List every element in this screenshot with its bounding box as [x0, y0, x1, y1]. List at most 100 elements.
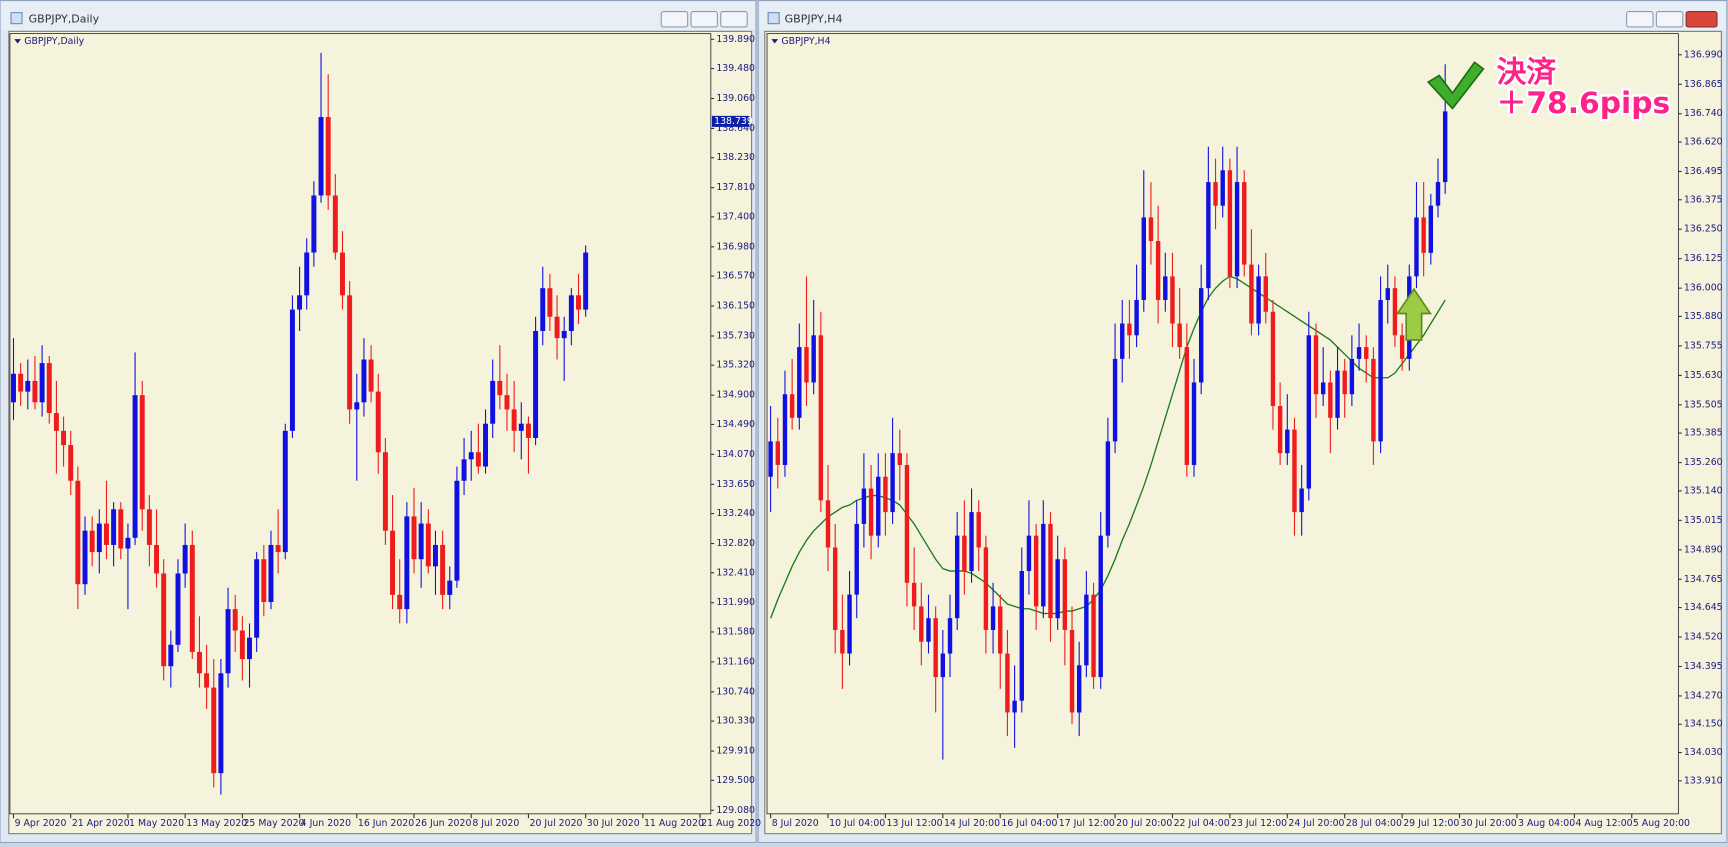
candle-body [1206, 182, 1211, 289]
candle-body [1134, 299, 1139, 336]
y-tick-label: 135.755 [1684, 340, 1723, 351]
candle-body [904, 464, 910, 583]
candle-body [332, 195, 338, 253]
candle-body [418, 523, 424, 560]
candle-body [1098, 535, 1103, 678]
candle-body [789, 394, 795, 418]
y-tick-label: 132.820 [716, 538, 755, 549]
window-title: GBPJPY,H4 [785, 12, 843, 25]
candle-body [554, 316, 560, 339]
minimize-button[interactable] [1626, 10, 1654, 28]
candle-body [218, 673, 224, 774]
candle-body [125, 537, 131, 549]
x-tick-label: 20 Jul 20:00 [1116, 818, 1172, 829]
x-tick-label: 8 Jul 2020 [772, 818, 819, 829]
y-tick-label: 139.060 [716, 93, 755, 104]
candle-body [468, 452, 474, 460]
y-tick-label: 136.980 [716, 241, 755, 252]
moving-average [770, 275, 1446, 619]
candle-body [876, 476, 881, 536]
candle-body [1313, 335, 1319, 395]
candle-body [289, 309, 295, 431]
candle-body [1069, 629, 1075, 713]
candle-body [1055, 559, 1060, 619]
candle-body [540, 288, 546, 331]
candle-body [782, 394, 788, 465]
candle-body [325, 117, 331, 196]
y-tick-label: 134.490 [716, 419, 755, 430]
candle-body [847, 594, 852, 654]
candle-body [297, 295, 303, 310]
candle-body [211, 687, 217, 774]
candle-body [1191, 382, 1197, 465]
minimize-button[interactable] [660, 10, 689, 28]
candle-body [168, 644, 174, 667]
x-tick-label: 25 May 2020 [243, 818, 304, 829]
y-tick-label: 129.500 [716, 775, 755, 786]
y-tick-label: 133.240 [716, 508, 755, 519]
y-tick-label: 136.250 [1684, 224, 1723, 235]
candle-body [368, 359, 374, 392]
close-button[interactable] [720, 10, 748, 28]
candle-body [139, 395, 145, 510]
candle-body [11, 373, 16, 403]
restore-button[interactable] [690, 10, 718, 28]
y-tick-label: 135.260 [1684, 457, 1723, 468]
y-tick-label: 134.150 [1684, 719, 1723, 730]
candle-body [947, 618, 953, 654]
y-tick-label: 130.330 [716, 716, 755, 727]
candle-body [304, 252, 310, 296]
window-daily: GBPJPY,Daily [0, 0, 757, 844]
plot-border [9, 33, 712, 815]
candle-body [1399, 335, 1405, 359]
y-tick-label: 135.015 [1684, 515, 1723, 526]
candle-body [1005, 653, 1010, 713]
x-tick-label: 8 Jul 2020 [472, 818, 519, 829]
chart-area [764, 30, 1722, 835]
y-tick-label: 131.160 [716, 656, 755, 667]
title-bar [759, 1, 1726, 31]
candle-body [390, 530, 396, 595]
x-tick-label: 16 Jul 04:00 [1001, 818, 1057, 829]
candle-body [61, 430, 67, 446]
candle-body [868, 488, 874, 536]
chart-label: GBPJPY,Daily [24, 36, 84, 47]
x-tick-label: 28 Jul 04:00 [1346, 818, 1402, 829]
candle-body [46, 363, 52, 414]
candle-body [225, 609, 231, 674]
candle-body [1084, 594, 1089, 666]
chart-label: GBPJPY,H4 [781, 36, 830, 47]
candle-body [804, 347, 809, 383]
candle-body [940, 653, 946, 678]
candle-body [447, 580, 453, 595]
y-tick-label: 134.395 [1684, 661, 1723, 672]
candle-body [182, 544, 188, 574]
x-tick-label: 30 Jul 20:00 [1461, 818, 1517, 829]
candle-body [998, 606, 1003, 654]
candle-body [1435, 182, 1441, 206]
candle-body [933, 618, 938, 678]
candle-body [525, 423, 531, 438]
candle-body [1299, 488, 1304, 513]
candle-body [490, 380, 496, 424]
candle-body [576, 295, 581, 310]
x-tick-label: 3 Aug 04:00 [1518, 818, 1575, 829]
candle-body [475, 452, 481, 467]
y-tick-label: 131.990 [716, 597, 755, 608]
close-button[interactable] [1685, 10, 1718, 28]
y-tick-label: 135.630 [1684, 370, 1723, 381]
candle-body [232, 609, 238, 631]
restore-button[interactable] [1655, 10, 1684, 28]
candle-body [1091, 594, 1096, 678]
y-tick-label: 135.505 [1684, 399, 1723, 410]
chart-label-marker [771, 39, 779, 44]
candle-body [75, 480, 81, 585]
y-tick-label: 136.570 [716, 271, 755, 282]
candle-body [768, 441, 773, 477]
candle-body [1277, 406, 1283, 454]
candle-body [954, 535, 960, 619]
x-tick-label: 1 May 2020 [129, 818, 184, 829]
candle-body [282, 430, 288, 553]
candle-body [1335, 370, 1340, 418]
x-tick-label: 5 Aug 20:00 [1633, 818, 1690, 829]
